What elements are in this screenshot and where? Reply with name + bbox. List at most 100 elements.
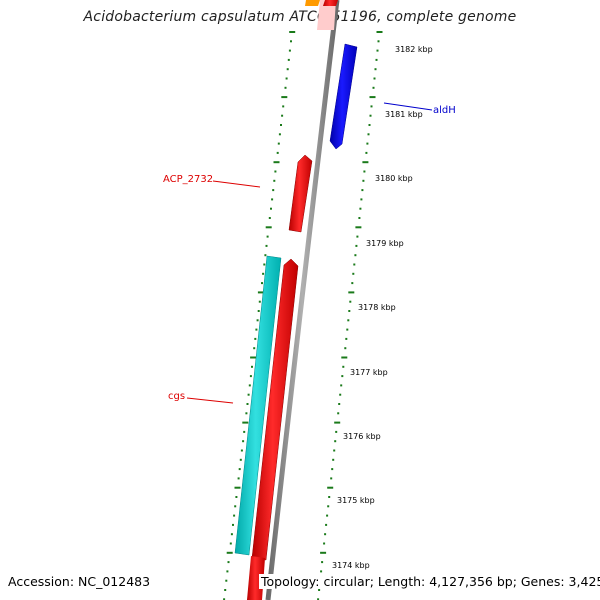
minor-tick [331, 468, 334, 471]
major-tick [320, 551, 327, 554]
minor-tick [323, 542, 326, 545]
minor-tick [358, 217, 361, 219]
kbp-label: 3180 kbp [375, 174, 413, 183]
minor-tick [373, 77, 376, 80]
major-tick [226, 551, 233, 554]
minor-tick [353, 263, 356, 266]
minor-tick [355, 244, 358, 247]
minor-tick [282, 105, 285, 108]
minor-tick [243, 430, 246, 433]
minor-tick [290, 40, 292, 43]
leader-line-aldH [383, 102, 433, 111]
minor-tick [265, 244, 268, 247]
major-tick [242, 421, 249, 424]
major-tick [348, 291, 355, 294]
minor-tick [248, 384, 251, 387]
minor-tick [351, 282, 354, 285]
major-tick [327, 486, 334, 489]
minor-tick [342, 365, 345, 368]
major-tick [257, 291, 264, 294]
gene-label-aldH: aldH [433, 105, 456, 116]
minor-tick [270, 207, 272, 210]
gene-aldH [329, 43, 358, 150]
kbp-label: 3178 kbp [358, 303, 396, 312]
minor-tick [325, 523, 328, 526]
gene-label-ACP_2732: ACP_2732 [163, 174, 213, 185]
minor-tick [249, 375, 252, 378]
minor-tick [232, 523, 234, 526]
minor-tick [278, 133, 281, 136]
minor-tick [268, 217, 271, 219]
leader-line-ACP_2732 [212, 180, 261, 188]
minor-tick [256, 319, 259, 322]
minor-tick [254, 337, 257, 340]
minor-tick [257, 310, 260, 312]
minor-tick [333, 449, 336, 452]
gene-red-long [251, 258, 299, 561]
kbp-label: 3181 kbp [385, 110, 423, 119]
major-tick [341, 356, 348, 359]
minor-tick [255, 328, 258, 331]
minor-tick [341, 375, 344, 378]
gene-orange [305, 0, 320, 6]
minor-tick [324, 533, 327, 536]
gene-cgs [234, 255, 282, 556]
major-tick [250, 356, 257, 359]
minor-tick [253, 347, 256, 350]
kbp-label: 3177 kbp [350, 368, 388, 377]
minor-tick [235, 496, 238, 498]
kbp-label: 3174 kbp [332, 561, 370, 570]
minor-tick [281, 114, 284, 117]
minor-tick [262, 272, 265, 275]
minor-tick [352, 272, 355, 275]
minor-tick [328, 496, 331, 498]
minor-tick [271, 198, 274, 201]
minor-tick [263, 263, 266, 266]
minor-tick [287, 58, 290, 61]
minor-tick [344, 347, 347, 350]
minor-tick [332, 458, 335, 461]
inner-tick-track [223, 31, 296, 600]
major-tick [289, 31, 296, 33]
minor-tick [320, 570, 323, 573]
minor-tick [347, 319, 350, 322]
minor-tick [229, 542, 232, 545]
minor-tick [240, 449, 243, 452]
minor-tick [266, 235, 269, 238]
kbp-label: 3182 kbp [395, 45, 433, 54]
gene-features [234, 0, 358, 600]
minor-tick [363, 170, 366, 173]
minor-tick [374, 68, 377, 71]
gene-pink [317, 0, 336, 30]
gene-red-bottom [247, 556, 265, 600]
minor-tick [339, 393, 342, 396]
minor-tick [247, 393, 250, 396]
major-tick [376, 31, 383, 33]
major-tick [273, 161, 280, 164]
minor-tick [317, 598, 320, 600]
minor-tick [349, 300, 352, 303]
minor-tick [368, 124, 371, 126]
minor-tick [365, 151, 368, 154]
kbp-label: 3179 kbp [366, 239, 404, 248]
minor-tick [277, 142, 280, 145]
minor-tick [273, 179, 276, 182]
minor-tick [375, 58, 378, 61]
minor-tick [274, 170, 277, 173]
minor-tick [327, 505, 330, 508]
minor-tick [362, 179, 365, 182]
kbp-label: 3175 kbp [337, 496, 375, 505]
minor-tick [246, 403, 249, 405]
minor-tick [359, 207, 362, 210]
minor-tick [376, 49, 379, 52]
major-tick [234, 486, 241, 489]
minor-tick [356, 235, 359, 238]
genome-backbone [265, 0, 340, 600]
minor-tick [237, 477, 240, 480]
minor-tick [286, 68, 289, 71]
minor-tick [361, 189, 364, 192]
minor-tick [372, 86, 375, 89]
minor-tick [321, 561, 324, 564]
minor-tick [377, 40, 380, 43]
gene-ACP_2732 [288, 154, 313, 233]
